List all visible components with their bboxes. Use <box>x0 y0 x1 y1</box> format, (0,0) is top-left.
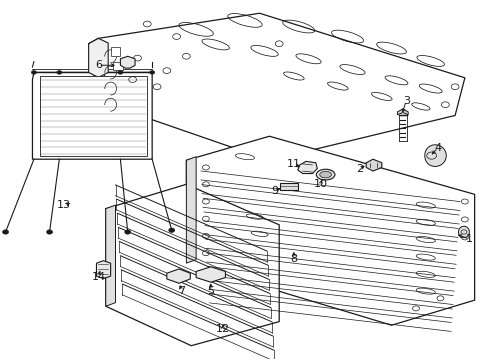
Circle shape <box>31 71 36 74</box>
Polygon shape <box>186 157 196 263</box>
Text: 12: 12 <box>216 324 230 334</box>
Polygon shape <box>298 161 318 174</box>
Polygon shape <box>40 76 147 156</box>
Polygon shape <box>89 39 108 77</box>
Circle shape <box>150 71 155 74</box>
Text: 11: 11 <box>287 159 301 169</box>
Polygon shape <box>366 159 382 171</box>
Text: 6: 6 <box>95 60 102 70</box>
Text: 8: 8 <box>290 254 297 264</box>
Circle shape <box>47 230 52 234</box>
Polygon shape <box>196 267 225 282</box>
Polygon shape <box>121 56 135 68</box>
Text: 13: 13 <box>57 200 71 210</box>
Polygon shape <box>32 72 152 159</box>
Ellipse shape <box>317 169 335 180</box>
Text: 7: 7 <box>178 286 185 296</box>
Text: 2: 2 <box>356 164 364 174</box>
Polygon shape <box>167 269 190 283</box>
Text: 3: 3 <box>403 96 410 106</box>
Polygon shape <box>425 145 446 166</box>
Bar <box>113 62 123 70</box>
Text: 9: 9 <box>271 186 278 196</box>
Text: 5: 5 <box>207 286 214 296</box>
Text: 1: 1 <box>466 234 473 244</box>
Text: 10: 10 <box>314 179 328 189</box>
Circle shape <box>125 230 131 234</box>
Polygon shape <box>97 261 111 279</box>
Circle shape <box>2 230 8 234</box>
Text: 4: 4 <box>435 143 441 153</box>
Polygon shape <box>106 205 116 306</box>
Polygon shape <box>397 109 408 115</box>
Polygon shape <box>186 136 475 325</box>
Polygon shape <box>106 184 279 346</box>
Ellipse shape <box>320 171 331 178</box>
Bar <box>111 47 121 56</box>
Circle shape <box>57 71 62 74</box>
Text: 14: 14 <box>91 272 105 282</box>
Circle shape <box>118 71 123 74</box>
Polygon shape <box>280 183 298 190</box>
Polygon shape <box>89 13 465 160</box>
Circle shape <box>169 228 174 232</box>
Polygon shape <box>89 39 108 101</box>
Polygon shape <box>459 226 469 238</box>
